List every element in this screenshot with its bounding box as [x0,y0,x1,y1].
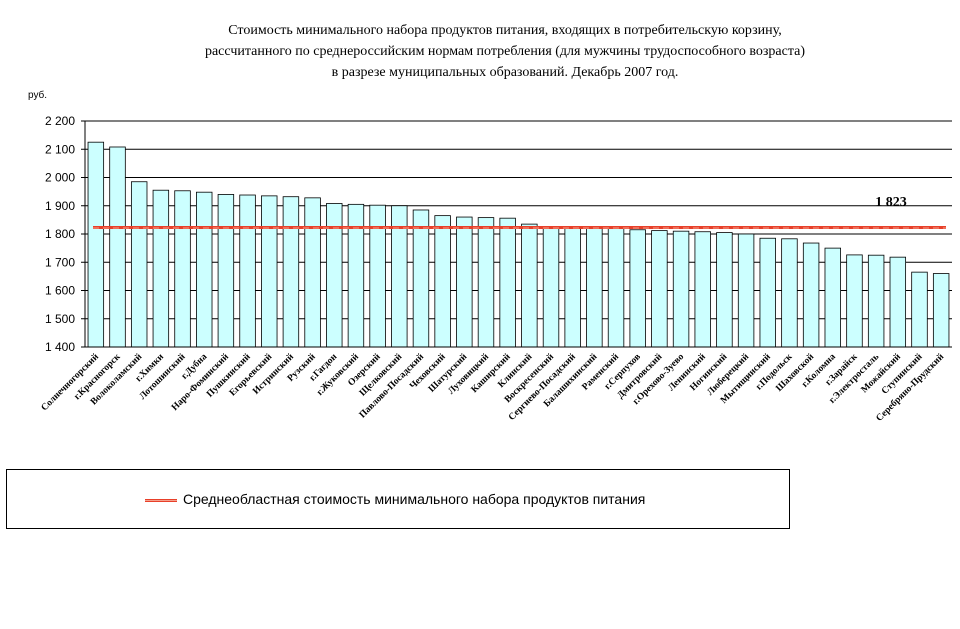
bar [802,242,820,348]
bar [672,230,690,348]
bar [261,195,278,348]
bar [824,247,841,348]
bar [759,237,776,348]
chart-title-line-3: в разрезе муниципальных образований. Дек… [331,65,679,80]
bar [456,216,473,348]
bar [347,203,365,348]
bar [499,217,516,348]
bar [152,189,170,348]
bar-chart: руб. 1 823 1 400 1 500 1 600 1 700 1 800 1 90… [28,89,952,424]
y-tick-label: 1 700 [45,255,75,269]
bar [629,229,646,348]
y-tick-labels: 1 400 1 500 1 600 1 700 1 800 1 900 2 000 2 100… [45,114,75,354]
chart-title-line-2: рассчитанного по среднероссийским нормам… [204,44,806,59]
bars [87,141,950,348]
bar [651,230,668,348]
bar [87,141,105,348]
bar [716,232,733,348]
bar [932,273,950,348]
bar [737,233,755,348]
average-value-label: 1 823 [875,195,907,210]
bar [412,209,430,348]
bar [889,256,907,348]
bar [282,196,300,348]
y-tick-label: 2 200 [45,114,75,128]
bar [174,190,191,348]
legend: Среднеобластная стоимость минимального н… [6,469,790,529]
bar [130,181,148,348]
chart-title: Стоимость минимального набора продуктов … [0,20,960,83]
legend-average-label: Среднеобластная стоимость минимального н… [183,491,646,507]
bar [304,197,321,348]
bar [109,146,126,348]
bar [434,215,451,348]
legend-average-line-swatch [145,499,177,502]
y-tick-label: 1 800 [45,227,75,241]
y-tick-label: 1 900 [45,199,75,213]
chart-title-line-1: Стоимость минимального набора продуктов … [228,23,782,38]
bar [781,238,798,348]
bar [217,194,235,348]
bar [326,203,343,348]
bar [911,271,928,348]
bar [607,227,625,348]
bar [521,223,538,348]
bar [564,227,581,348]
bar [694,231,711,348]
y-tick-label: 1 400 [45,340,75,354]
y-tick-label: 1 600 [45,284,75,298]
bar [477,217,495,348]
y-tick-label: 2 100 [45,142,75,156]
bar [239,194,256,348]
y-tick-label: 1 500 [45,312,75,326]
bar [542,226,560,348]
bar [846,254,863,348]
bar [196,191,213,348]
y-tick-label: 2 000 [45,171,75,185]
bar [586,227,603,348]
x-tick-labels: Солнечногорскийг.КрасногорскВолоколамски… [39,351,947,424]
y-axis-label: руб. [28,89,47,101]
axes [84,121,952,348]
average-line-group: 1 823 [93,195,946,230]
bar [867,254,885,348]
